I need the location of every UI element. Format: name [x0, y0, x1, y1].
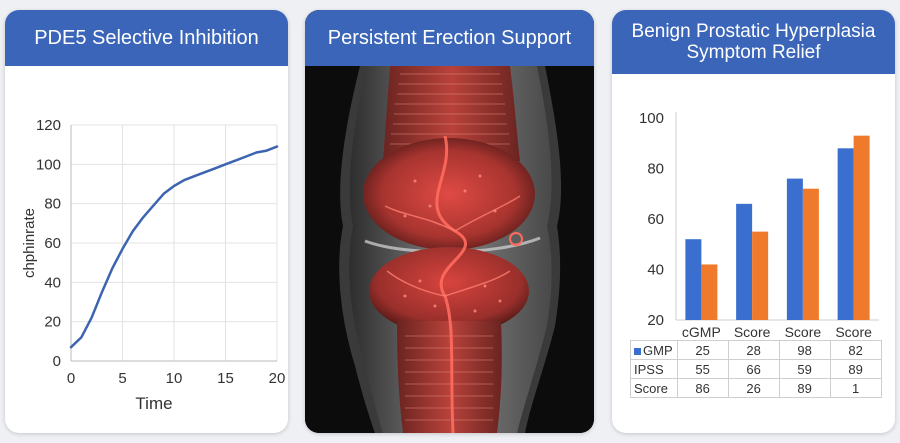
- y-tick-label: 40: [44, 274, 61, 291]
- y-tick-label: 100: [36, 156, 61, 173]
- x-tick-label: 5: [118, 370, 126, 387]
- bar-chart-title-line-2: Symptom Relief: [686, 42, 821, 63]
- bar-blue: [786, 178, 803, 320]
- bar-orange: [701, 264, 718, 320]
- x-tick-label: Score: [835, 324, 872, 340]
- bar-chart-title: Benign Prostatic Hyperplasia Symptom Rel…: [612, 10, 895, 74]
- table-cell: 89: [829, 359, 882, 379]
- bar-chart-title-line-1: Benign Prostatic Hyperplasia: [631, 21, 876, 42]
- bar-blue: [685, 239, 702, 320]
- x-tick-label: 15: [217, 370, 234, 387]
- y-tick-label: 60: [44, 235, 61, 252]
- bar-orange: [853, 135, 870, 320]
- x-tick-label: Score: [734, 324, 771, 340]
- bar-orange: [752, 231, 769, 320]
- table-cell: 28: [727, 340, 780, 360]
- y-tick-label: 80: [44, 196, 61, 213]
- x-tick-label: 0: [67, 370, 75, 387]
- table-cell: 26: [727, 378, 780, 398]
- bar-orange: [802, 188, 819, 320]
- table-cell: 98: [778, 340, 831, 360]
- x-tick-label: Score: [785, 324, 822, 340]
- y-tick-label: 60: [647, 211, 664, 228]
- blue-swatch: [634, 347, 641, 355]
- table-cell: 82: [829, 340, 882, 360]
- table-cell: 89: [778, 378, 831, 398]
- table-cell: 59: [778, 359, 831, 379]
- line-chart-panel: PDE5 Selective Inhibition 0 20 40 60 80 100 12…: [5, 10, 288, 433]
- data-table: GMP 25 28 98 82 IPSS 55 66 59 89 Score 8…: [630, 340, 882, 398]
- y-tick-label: 100: [639, 110, 664, 127]
- x-tick-label: 20: [269, 370, 286, 387]
- y-axis-label: chphinrate: [21, 208, 38, 278]
- line-chart-title: PDE5 Selective Inhibition: [5, 10, 288, 66]
- table-row: GMP 25 28 98 82: [630, 340, 882, 360]
- table-row: Score 86 26 89 1: [630, 378, 882, 398]
- bar-blue: [736, 203, 753, 320]
- x-tick-label: cGMP: [682, 324, 721, 340]
- scan-panel-title: Persistent Erection Support: [305, 10, 594, 66]
- glowing-scan-illustration: [305, 66, 594, 433]
- table-cell: 55: [676, 359, 729, 379]
- table-row: IPSS 55 66 59 89: [630, 359, 882, 379]
- line-chart: 0 20 40 60 80 100 120 0 5 10 15 20 Time chphinrate: [21, 117, 286, 413]
- table-row-label: IPSS: [630, 359, 678, 379]
- bar-chart: 20 40 60 80 100 cGMP Score Score Score: [639, 110, 879, 340]
- x-axis-label: Time: [135, 394, 172, 413]
- x-tick-label: 10: [166, 370, 183, 387]
- scan-panel: Persistent Erection Support: [305, 10, 594, 433]
- y-tick-label: 40: [647, 262, 664, 279]
- table-row-label: Score: [630, 378, 678, 398]
- table-cell: 66: [727, 359, 780, 379]
- table-cell: 1: [829, 378, 882, 398]
- bar-chart-panel: Benign Prostatic Hyperplasia Symptom Rel…: [612, 10, 895, 433]
- y-tick-label: 20: [44, 314, 61, 331]
- bar-blue: [837, 148, 854, 320]
- y-tick-label: 80: [647, 161, 664, 178]
- y-tick-label: 0: [53, 353, 61, 370]
- y-tick-label: 120: [36, 117, 61, 134]
- y-tick-label: 20: [647, 312, 664, 329]
- table-cell: 86: [676, 378, 729, 398]
- series-line: [69, 145, 279, 349]
- table-cell: 25: [676, 340, 729, 360]
- table-row-label: GMP: [630, 340, 678, 360]
